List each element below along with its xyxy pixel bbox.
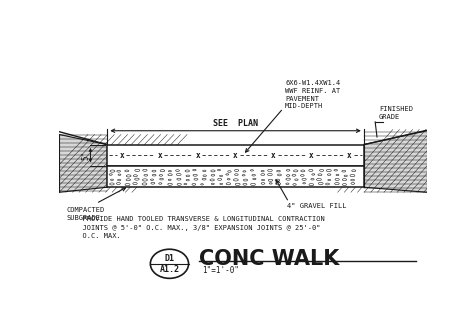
Text: 1"=1'-0": 1"=1'-0" (202, 266, 239, 274)
Text: SEE  PLAN: SEE PLAN (213, 119, 258, 128)
Text: x: x (119, 151, 124, 160)
Text: x: x (157, 151, 162, 160)
Text: PROVIDE HAND TOOLED TRANSVERSE & LONGITUDINAL CONTRACTION
  JOINTS @ 5'-0" O.C. : PROVIDE HAND TOOLED TRANSVERSE & LONGITU… (74, 216, 325, 239)
Text: x: x (309, 151, 314, 160)
Text: COMPACTED
SUBGRADE: COMPACTED SUBGRADE (66, 207, 105, 221)
Ellipse shape (150, 249, 189, 278)
Text: FINISHED
GRADE: FINISHED GRADE (379, 107, 413, 120)
Text: 6X6-W1.4XW1.4
WWF REINF. AT
PAVEMENT
MID-DEPTH: 6X6-W1.4XW1.4 WWF REINF. AT PAVEMENT MID… (285, 80, 340, 110)
Bar (107, 144, 364, 166)
Text: 5": 5" (82, 151, 91, 160)
Text: 4" GRAVEL FILL: 4" GRAVEL FILL (287, 203, 346, 209)
Text: x: x (195, 151, 200, 160)
Text: CONC WALK: CONC WALK (199, 249, 339, 269)
Bar (107, 166, 364, 187)
Text: x: x (347, 151, 352, 160)
Text: x: x (233, 151, 238, 160)
Text: D1: D1 (164, 254, 174, 263)
Text: x: x (271, 151, 276, 160)
Polygon shape (59, 135, 107, 192)
Polygon shape (364, 131, 427, 192)
Text: A1.2: A1.2 (159, 265, 180, 274)
